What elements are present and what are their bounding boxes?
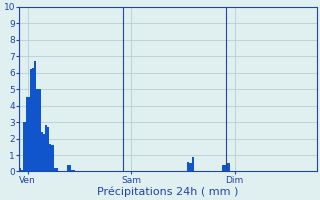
Bar	[41, 132, 43, 171]
Bar	[228, 163, 230, 171]
Bar	[224, 165, 226, 171]
Bar	[71, 170, 73, 171]
Bar	[73, 170, 75, 171]
Bar	[45, 125, 47, 171]
Bar	[26, 97, 28, 171]
Bar	[32, 68, 34, 171]
Bar	[49, 144, 52, 171]
Bar	[222, 165, 224, 171]
Bar	[47, 127, 49, 171]
Bar	[54, 168, 56, 171]
Bar	[52, 145, 54, 171]
Bar	[43, 134, 45, 171]
Bar	[19, 168, 21, 171]
Bar	[226, 163, 228, 171]
Bar	[36, 89, 38, 171]
Bar	[34, 61, 36, 171]
Bar	[69, 165, 71, 171]
Bar	[38, 89, 41, 171]
Bar	[189, 163, 192, 171]
Bar	[30, 69, 32, 171]
Bar	[192, 157, 194, 171]
Bar	[187, 162, 189, 171]
Bar	[67, 165, 69, 171]
Bar	[23, 122, 26, 171]
Bar	[21, 170, 23, 171]
Bar	[28, 97, 30, 171]
Bar	[56, 168, 58, 171]
X-axis label: Précipitations 24h ( mm ): Précipitations 24h ( mm )	[97, 186, 238, 197]
